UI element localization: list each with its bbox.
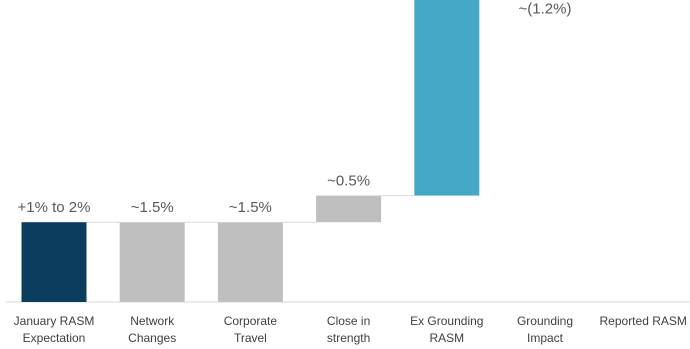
bar	[119, 222, 185, 302]
category-line: Impact	[527, 331, 564, 345]
category-label: Reported RASM	[600, 314, 687, 328]
category-line: Grounding	[517, 314, 573, 328]
category-line: January RASM	[14, 314, 95, 328]
bar	[21, 222, 87, 302]
category-line: Changes	[128, 331, 176, 345]
value-label: +1% to 2%	[18, 199, 91, 216]
category-line: Close in	[327, 314, 370, 328]
bar	[414, 0, 480, 196]
category-label: Network Changes	[128, 314, 176, 345]
category-label: Grounding Impact	[517, 314, 573, 345]
category-line: RASM	[429, 331, 464, 345]
category-label: January RASM Expectation	[14, 314, 95, 345]
bar	[316, 195, 382, 223]
category-line: Corporate	[224, 314, 278, 328]
category-line: Ex Grounding	[410, 314, 483, 328]
category-line: Expectation	[23, 331, 86, 345]
bar	[217, 222, 283, 302]
value-label: ~0.5%	[327, 173, 370, 190]
category-line: strength	[327, 331, 370, 345]
value-label: ~1.5%	[229, 199, 272, 216]
category-line: Reported RASM	[600, 314, 687, 328]
value-label: ~(1.2%)	[519, 0, 572, 17]
value-label: ~1.5%	[131, 199, 174, 216]
category-line: Travel	[234, 331, 267, 345]
category-label: Ex Grounding RASM	[410, 314, 483, 345]
category-line: Network	[130, 314, 175, 328]
category-label: Close in strength	[327, 314, 370, 345]
category-label: Corporate Travel	[224, 314, 278, 345]
